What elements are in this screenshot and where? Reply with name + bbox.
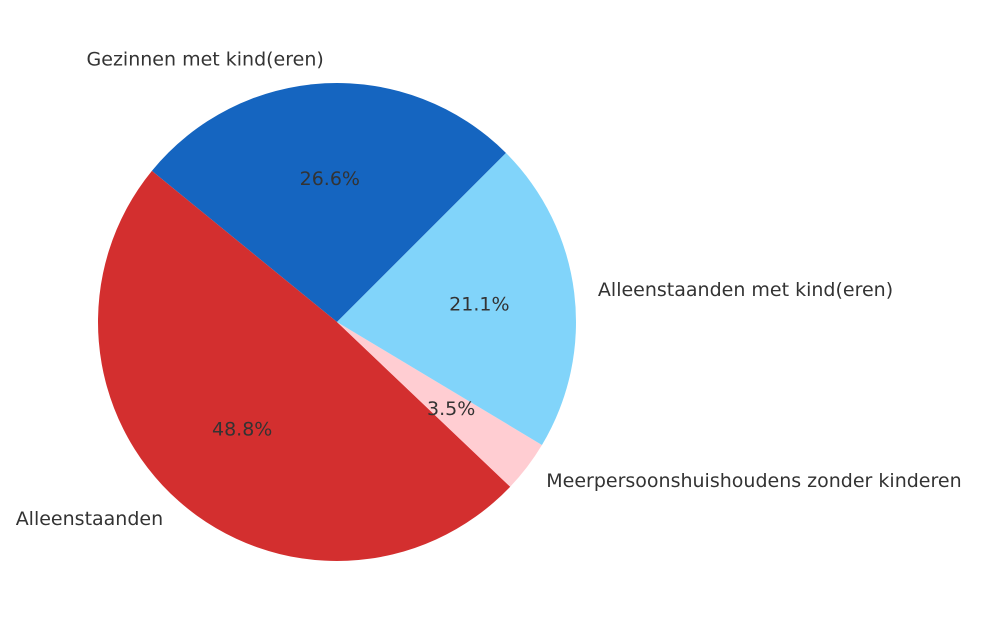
pie-slice-meerpersoonshuishoudens-zonder-kinderen: [337, 322, 542, 487]
pie-slice-gezinnen-met-kind-eren: [151, 82, 506, 322]
pie-pct-label-alleenstaanden: 48.8%: [212, 419, 272, 441]
pie-category-label-meerpersoonshuishoudens-zonder-kinderen: Meerpersoonshuishoudens zonder kinderen: [546, 470, 961, 492]
pie-pct-label-meerpersoonshuishoudens-zonder-kinderen: 3.5%: [427, 398, 475, 420]
pie-category-label-alleenstaanden-met-kind-eren: Alleenstaanden met kind(eren): [598, 279, 893, 301]
pie-category-label-gezinnen-met-kind-eren: Gezinnen met kind(eren): [87, 48, 324, 70]
pie-category-label-alleenstaanden: Alleenstaanden: [16, 508, 163, 530]
pie-pct-label-gezinnen-met-kind-eren: 26.6%: [300, 168, 360, 190]
pie-slice-alleenstaanden: [97, 170, 511, 562]
pie-slices: [97, 82, 576, 562]
pie-slice-alleenstaanden-met-kind-eren: [337, 153, 576, 445]
pie-labels: 26.6% Gezinnen met kind(eren) 48.8% Alleens…: [16, 48, 962, 530]
pie-pct-label-alleenstaanden-met-kind-eren: 21.1%: [449, 293, 509, 315]
